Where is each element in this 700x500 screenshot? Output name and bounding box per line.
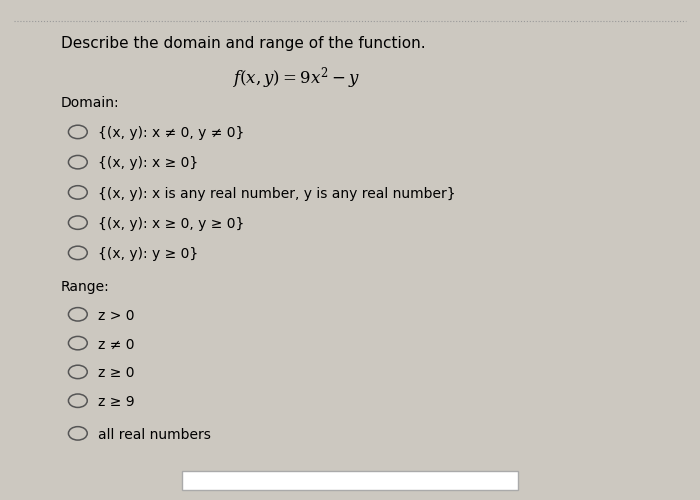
Text: {(x, y): x is any real number, y is any real number}: {(x, y): x is any real number, y is any … bbox=[98, 186, 456, 200]
Text: Range:: Range: bbox=[61, 280, 110, 294]
Text: z ≠ 0: z ≠ 0 bbox=[98, 338, 134, 351]
Text: z > 0: z > 0 bbox=[98, 308, 134, 322]
Text: {(x, y): x ≥ 0}: {(x, y): x ≥ 0} bbox=[98, 156, 198, 170]
Text: Domain:: Domain: bbox=[61, 96, 120, 110]
Text: all real numbers: all real numbers bbox=[98, 428, 211, 442]
Text: $f(x, y) = 9x^2 - y$: $f(x, y) = 9x^2 - y$ bbox=[232, 65, 360, 91]
Text: {(x, y): y ≥ 0}: {(x, y): y ≥ 0} bbox=[98, 247, 198, 261]
Text: {(x, y): x ≥ 0, y ≥ 0}: {(x, y): x ≥ 0, y ≥ 0} bbox=[98, 217, 244, 231]
FancyBboxPatch shape bbox=[182, 471, 518, 490]
Text: {(x, y): x ≠ 0, y ≠ 0}: {(x, y): x ≠ 0, y ≠ 0} bbox=[98, 126, 244, 140]
Text: z ≥ 9: z ≥ 9 bbox=[98, 395, 134, 409]
Text: Describe the domain and range of the function.: Describe the domain and range of the fun… bbox=[61, 36, 426, 52]
Text: z ≥ 0: z ≥ 0 bbox=[98, 366, 134, 380]
